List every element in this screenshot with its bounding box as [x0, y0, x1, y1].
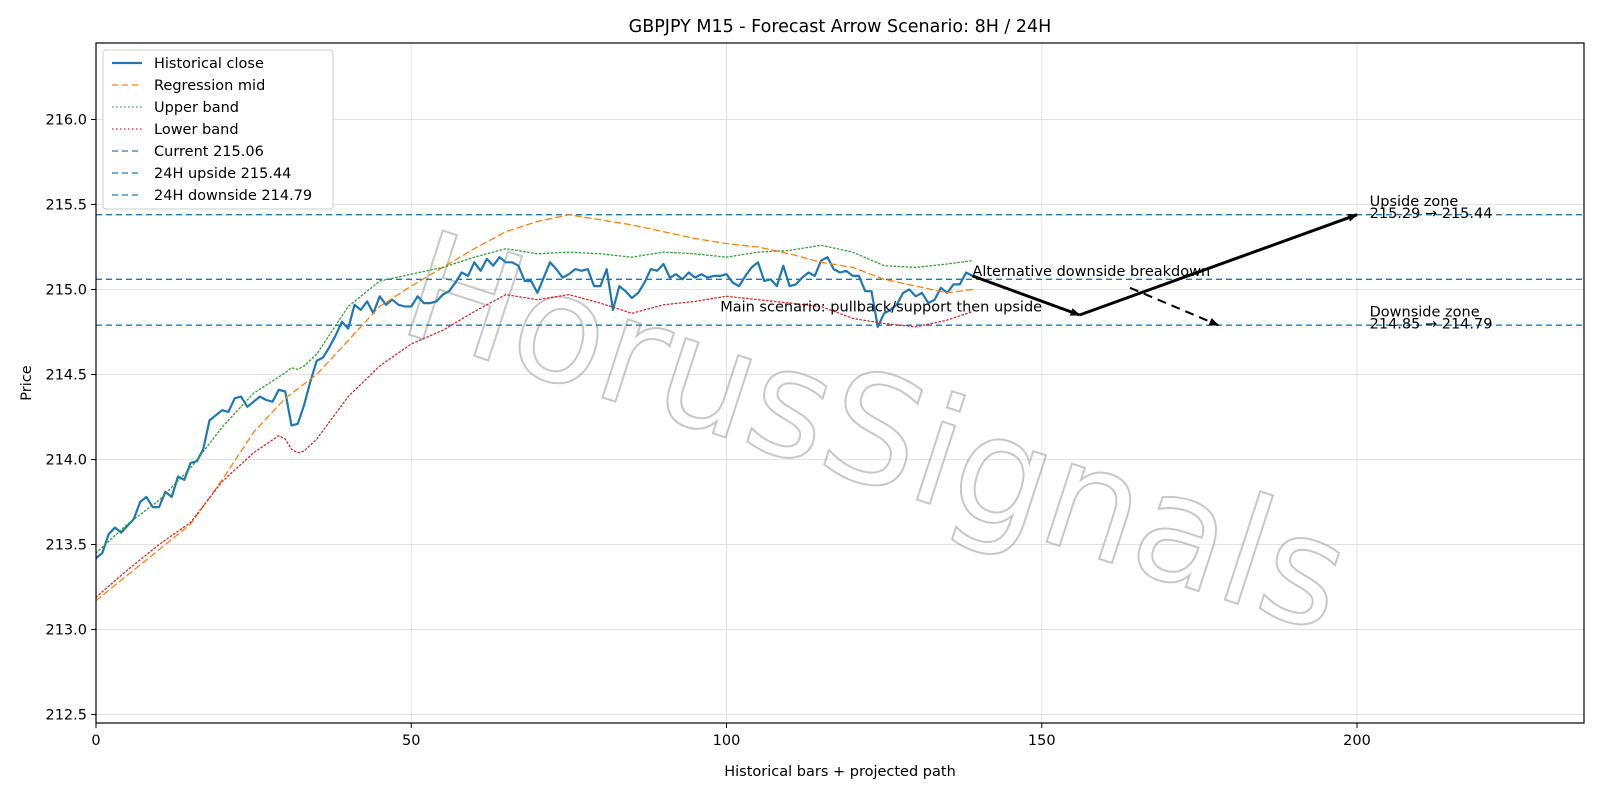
- chart-title: GBPJPY M15 - Forecast Arrow Scenario: 8H…: [629, 17, 1052, 37]
- legend-label: Lower band: [154, 122, 239, 138]
- series-line: [96, 214, 974, 602]
- scenario-arrow: [1129, 286, 1220, 327]
- x-tick-label: 50: [402, 733, 420, 749]
- scenario-arrow: [971, 274, 1081, 317]
- legend: Historical close Regression mid Upper band…: [102, 49, 334, 210]
- grid: [96, 43, 1584, 723]
- plot-frame: [95, 42, 1585, 724]
- legend-label: Historical close: [154, 56, 264, 72]
- y-tick-label: 214.0: [45, 453, 87, 469]
- legend-label: Current 215.06: [154, 144, 264, 160]
- x-axis-label: Historical bars + projected path: [724, 764, 956, 780]
- x-tick-label: 200: [1343, 733, 1371, 749]
- y-tick-label: 215.5: [45, 198, 87, 214]
- annotation-main: Main scenario: pullback/support then ups…: [720, 300, 1042, 316]
- scenario-arrow: [1079, 213, 1358, 317]
- legend-label: 24H upside 215.44: [154, 166, 291, 182]
- y-tick-label: 216.0: [45, 113, 87, 129]
- x-axis-ticks: 0 50 100 150 200: [91, 723, 1371, 749]
- legend-items: Historical close Regression mid Upper band…: [112, 56, 312, 204]
- annotation-up1: Upside zone: [1370, 194, 1459, 210]
- series-line: [96, 244, 974, 554]
- legend-label: Upper band: [154, 100, 239, 116]
- y-tick-label: 212.5: [45, 708, 87, 724]
- scenario-arrows: [971, 213, 1358, 327]
- y-axis-ticks: 212.5 213.0 213.5 214.0 214.5 215.0 215.5 216.0: [45, 113, 96, 724]
- reference-lines: [96, 214, 1584, 326]
- y-tick-label: 214.5: [45, 368, 87, 384]
- series-line: [96, 256, 974, 560]
- annotation-up2: 215.29 → 215.44: [1370, 206, 1493, 222]
- y-tick-label: 213.5: [45, 538, 87, 554]
- y-tick-label: 215.0: [45, 283, 87, 299]
- annotation-down2: 214.85 → 214.79: [1370, 317, 1493, 333]
- y-tick-label: 213.0: [45, 623, 87, 639]
- annotation-alt: Alternative downside breakdown: [972, 264, 1210, 280]
- legend-label: Regression mid: [154, 78, 265, 94]
- annotation-down1: Downside zone: [1370, 305, 1480, 321]
- x-tick-label: 0: [91, 733, 100, 749]
- series-lines: [96, 214, 974, 602]
- y-axis-label: Price: [19, 365, 35, 400]
- annotations: Main scenario: pullback/support then ups…: [720, 194, 1492, 332]
- legend-label: 24H downside 214.79: [154, 188, 312, 204]
- x-tick-label: 150: [1028, 733, 1056, 749]
- series-line: [96, 293, 974, 598]
- legend-box: [102, 49, 334, 210]
- x-tick-label: 100: [713, 733, 741, 749]
